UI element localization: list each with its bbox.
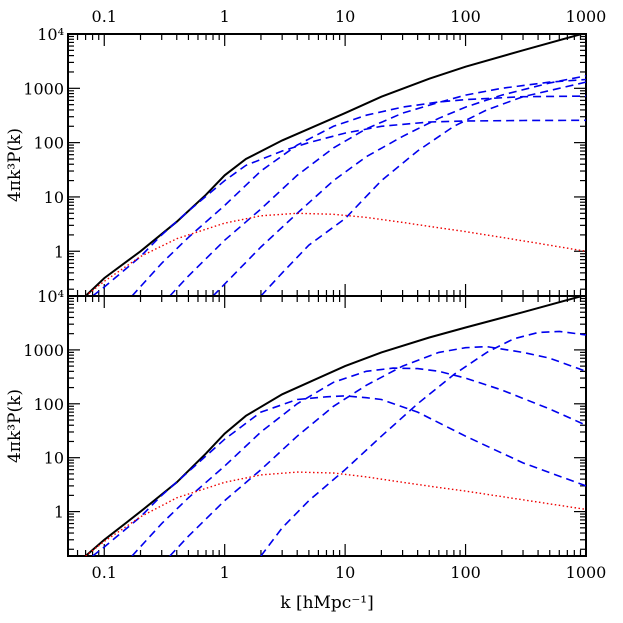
- bottom-panel-series: [84, 296, 586, 556]
- bottom-x-tick-label: 10: [335, 563, 355, 582]
- bottom-panel-y-axis-label: 4πk³P(k): [5, 389, 25, 463]
- bottom-panel-tick-labels: 1 10 100 1000 10⁴: [23, 287, 64, 522]
- top-series-6-dotted-line: [85, 212, 586, 296]
- bottom-series-0-solid-line: [84, 296, 586, 556]
- bottom-series-2-dashed-line: [131, 367, 586, 556]
- y-tick-label: 1: [54, 503, 64, 522]
- top-panel-ticks: [67, 33, 587, 296]
- top-x-tick-label: 1000: [566, 7, 607, 26]
- bottom-series-4-dashed-line: [260, 330, 586, 556]
- x-axis-label: k [hMpc⁻¹]: [280, 593, 374, 613]
- top-series-4-dashed-line: [212, 75, 586, 296]
- bottom-x-tick-label: 100: [450, 563, 481, 582]
- top-x-tick-label: 100: [450, 7, 481, 26]
- bottom-series-3-dashed-line: [169, 345, 586, 556]
- bottom-series-1-dashed-line: [92, 395, 586, 556]
- bottom-x-tick-label: 1000: [566, 563, 607, 582]
- top-x-tick-label: 1: [220, 7, 230, 26]
- y-tick-label: 1000: [23, 79, 64, 98]
- top-panel-series: [84, 34, 586, 296]
- top-panel-frame: [67, 33, 587, 297]
- top-series-1-dashed-line: [92, 119, 586, 296]
- bottom-panel: 1 10 100 1000 10⁴ 4πk³P(k): [5, 287, 587, 557]
- bottom-x-tick-label: 0.1: [92, 563, 117, 582]
- top-x-tick-label: 0.1: [92, 7, 117, 26]
- top-series-3-dashed-line: [169, 78, 586, 296]
- y-tick-label: 10⁴: [37, 25, 64, 44]
- top-panel-tick-labels: 1 10 100 1000 10⁴: [23, 25, 64, 261]
- y-tick-label: 10⁴: [37, 287, 64, 306]
- bottom-x-tick-label: 1: [220, 563, 230, 582]
- top-series-5-dashed-line: [260, 81, 586, 296]
- top-x-tick-labels: 0.1 1 10 100 1000: [92, 7, 607, 26]
- bottom-series-5-dotted-line: [85, 471, 586, 556]
- y-tick-label: 100: [33, 395, 64, 414]
- top-panel: 1 10 100 1000 10⁴ 4πk³P(k): [5, 25, 587, 297]
- y-tick-label: 10: [44, 188, 64, 207]
- y-tick-label: 1000: [23, 341, 64, 360]
- bottom-x-tick-labels: 0.1 1 10 100 1000: [92, 563, 607, 582]
- top-series-0-solid-line: [84, 34, 586, 296]
- top-panel-y-axis-label: 4πk³P(k): [5, 128, 25, 202]
- y-tick-label: 100: [33, 134, 64, 153]
- bottom-panel-ticks: [67, 295, 587, 556]
- bottom-panel-frame: [67, 295, 587, 557]
- y-tick-label: 10: [44, 449, 64, 468]
- y-tick-label: 1: [54, 242, 64, 261]
- top-series-2-dashed-line: [131, 95, 586, 296]
- top-x-tick-label: 10: [335, 7, 355, 26]
